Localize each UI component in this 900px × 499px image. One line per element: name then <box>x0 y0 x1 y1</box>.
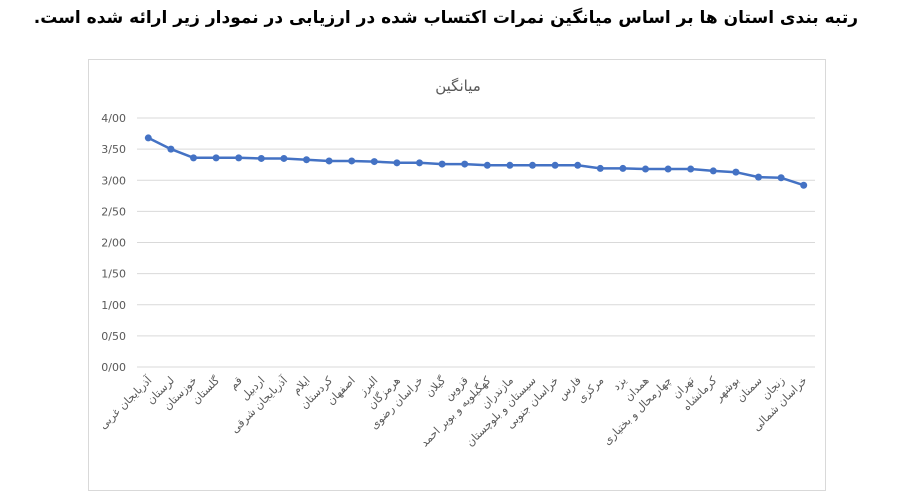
y-tick-label: 2/50 <box>101 205 126 218</box>
y-tick-label: 0/50 <box>101 330 126 343</box>
data-point <box>461 160 469 168</box>
y-tick-label: 0/00 <box>101 361 126 374</box>
caption-text: رتبه بندی استان ها بر اساس میانگین نمرات… <box>33 8 858 28</box>
data-point <box>732 168 740 176</box>
data-point <box>235 154 243 162</box>
series-line <box>147 136 805 187</box>
data-point <box>190 154 197 162</box>
data-point <box>755 173 762 181</box>
data-point <box>800 181 808 189</box>
gridlines <box>137 117 815 368</box>
data-point <box>280 154 288 162</box>
x-tick-label: مرکزی <box>575 374 607 406</box>
y-axis-ticks: 0/00 0/50 1/00 1/50 2/00 2/50 3/00 3/50 4/00 <box>101 112 126 374</box>
data-point <box>438 160 446 168</box>
data-point <box>551 161 559 169</box>
data-point <box>664 165 672 173</box>
y-tick-label: 4/00 <box>101 112 126 125</box>
data-point <box>687 165 695 173</box>
data-point <box>393 159 401 167</box>
x-tick-label: سمنان <box>734 374 765 405</box>
chart-container: میانگین 0/00 0/50 1/00 1/50 2/00 2/50 3/00 3/50… <box>88 59 826 491</box>
y-tick-label: 2/00 <box>101 237 126 250</box>
chart-title: میانگین <box>435 77 481 95</box>
data-point <box>212 154 220 162</box>
data-point <box>167 145 175 153</box>
data-point <box>483 161 491 169</box>
line-chart: میانگین 0/00 0/50 1/00 1/50 2/00 2/50 3/00 3/50… <box>96 77 815 450</box>
y-tick-label: 3/50 <box>101 143 126 156</box>
data-point <box>529 161 536 169</box>
data-point <box>303 156 310 164</box>
data-point <box>574 161 582 169</box>
y-tick-label: 1/00 <box>101 299 126 312</box>
data-point <box>348 157 356 165</box>
series-average <box>144 134 808 189</box>
data-point <box>144 134 152 142</box>
data-point <box>370 158 378 166</box>
data-point <box>642 165 649 173</box>
data-point <box>596 164 604 172</box>
y-tick-label: 1/50 <box>101 268 126 281</box>
y-tick-label: 3/00 <box>101 174 126 187</box>
data-point <box>506 161 514 169</box>
data-point <box>325 157 333 165</box>
data-point <box>619 164 627 172</box>
data-point <box>709 167 717 175</box>
data-point <box>257 154 265 162</box>
data-point <box>777 174 785 182</box>
x-tick-label: آذربایجان غربی <box>96 373 155 432</box>
data-point <box>416 159 423 167</box>
